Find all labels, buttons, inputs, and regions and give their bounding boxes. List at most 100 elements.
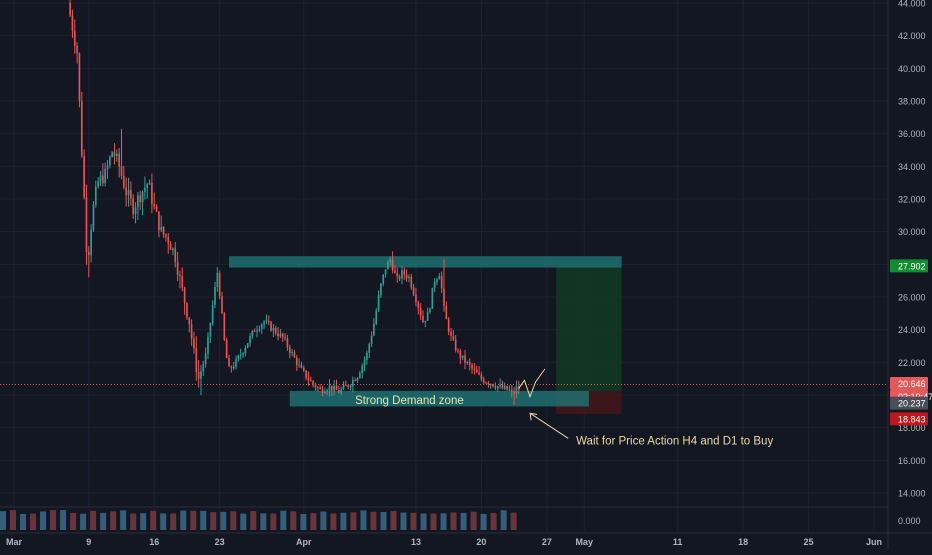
stop-price-label: 18.843 [898, 414, 926, 424]
candle-body [394, 270, 396, 274]
candle-body [242, 353, 244, 355]
candle-body [438, 276, 441, 280]
last-price-label-bg [890, 376, 928, 390]
candle-body [83, 155, 85, 198]
volume-bar [50, 510, 57, 530]
volume-bar [170, 513, 177, 530]
y-tick-label: 26.000 [898, 293, 926, 303]
candle-body [244, 347, 247, 354]
volume-bar [360, 510, 367, 530]
candle-body [176, 261, 179, 276]
candle-body [340, 389, 342, 394]
volume-bar [180, 510, 187, 530]
annotation-arrow [529, 412, 569, 439]
candle-body [109, 156, 111, 166]
candle-body [116, 153, 118, 156]
candle-body [256, 330, 258, 332]
candle-body [515, 386, 518, 394]
candle-body [370, 335, 373, 345]
candle-body [352, 380, 354, 387]
candle-body [174, 248, 177, 262]
volume-bar [400, 512, 407, 530]
volume-bar [30, 513, 37, 530]
candle-body [503, 386, 506, 389]
candle-body [513, 391, 515, 394]
candle-body [207, 336, 209, 354]
candle-body [417, 302, 420, 309]
volume-bar [410, 512, 417, 530]
y-tick-label: 36.000 [898, 129, 926, 139]
volume-bar [380, 511, 387, 530]
resistance-zone [229, 256, 622, 268]
volume-bar [190, 510, 197, 530]
candle-body [321, 388, 324, 393]
candle-body [288, 347, 291, 353]
volume-bar [290, 511, 297, 530]
candle-body [499, 384, 501, 387]
candle-body [510, 389, 513, 392]
candle-body [193, 338, 195, 349]
candle-body [354, 380, 357, 382]
candle-body [151, 182, 153, 205]
volume-bars [0, 510, 517, 530]
candle-body [440, 276, 443, 289]
volume-bar [160, 513, 167, 530]
volume-bar [210, 512, 217, 530]
candle-body [431, 287, 434, 309]
candle-body [76, 45, 78, 54]
entry-price-label-bg [890, 396, 928, 410]
candle-body [99, 175, 102, 182]
volume-bar [450, 512, 457, 530]
x-tick-label: 20 [476, 537, 486, 547]
candle-body [293, 352, 296, 358]
candle-body [286, 338, 289, 348]
candle-body [291, 352, 293, 354]
volume-bar [280, 510, 287, 530]
candle-body [494, 386, 497, 388]
x-tick-label: Mar [6, 537, 23, 547]
y-tick-label: 42.000 [898, 31, 926, 41]
volume-bar [420, 513, 427, 530]
candle-body [235, 359, 237, 367]
candle-body [153, 204, 156, 207]
volume-bar [140, 513, 147, 530]
candle-body [335, 385, 338, 390]
candle-body [265, 320, 268, 322]
profit-zone [556, 265, 622, 392]
candle-body [249, 336, 251, 344]
x-tick-label: 23 [215, 537, 225, 547]
candle-body [475, 369, 478, 373]
y-tick-label: 32.000 [898, 195, 926, 205]
volume-bar [260, 513, 267, 530]
volume-bar [40, 511, 47, 530]
candle-body [356, 378, 359, 381]
candle-body [506, 386, 508, 390]
candle-body [139, 195, 142, 203]
candle-body [179, 275, 181, 277]
candle-body [195, 348, 198, 372]
candle-body [405, 274, 408, 279]
candle-body [387, 261, 389, 270]
candle-body [165, 234, 167, 237]
candle-body [202, 363, 205, 372]
candle-body [186, 303, 188, 318]
candle-body [319, 387, 321, 389]
candle-body [408, 276, 410, 279]
candle-body [214, 286, 216, 305]
candle-body [447, 319, 450, 332]
candle-body [359, 372, 361, 379]
candle-body [284, 337, 286, 339]
volume-bar [460, 512, 467, 530]
annotation-arrowhead [529, 412, 538, 421]
candle-body [473, 368, 476, 370]
candle-body [487, 382, 490, 385]
candle-body [424, 320, 427, 323]
candle-body [158, 211, 160, 231]
volume-bar [110, 511, 117, 530]
candle-body [71, 15, 74, 32]
candle-body [375, 310, 378, 324]
